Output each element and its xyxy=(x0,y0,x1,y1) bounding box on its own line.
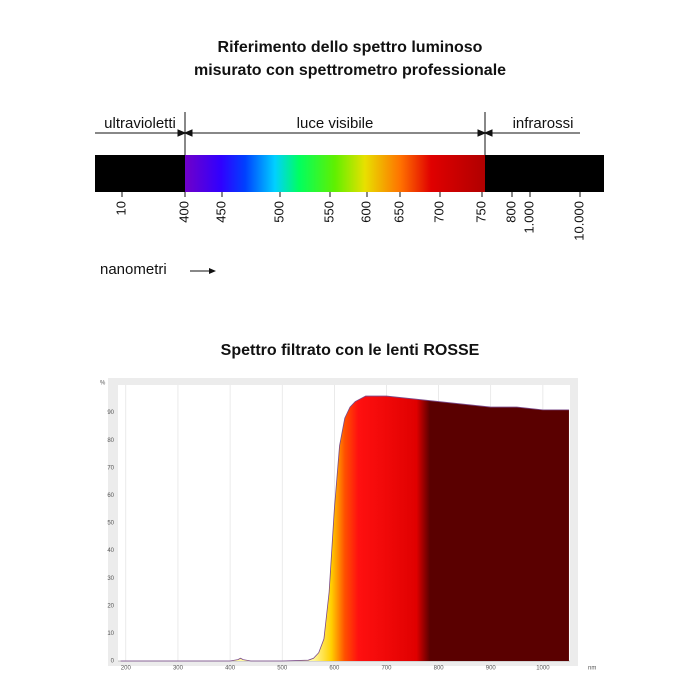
arrow-head xyxy=(177,129,187,137)
tick-label: 450 xyxy=(213,201,228,223)
y-tick-label: 20 xyxy=(107,603,114,609)
y-tick-label: 90 xyxy=(107,410,114,416)
tick-label: 550 xyxy=(321,201,336,223)
visible-band xyxy=(185,155,485,192)
line xyxy=(120,395,569,662)
x-tick-label: 300 xyxy=(173,666,184,672)
title-line: misurato con spettrometro professionale xyxy=(194,62,506,79)
y-tick-label: 30 xyxy=(107,576,114,582)
x-tick-label: 900 xyxy=(486,666,497,672)
x-tick-label: 500 xyxy=(277,666,288,672)
chart: 200 300 400 500 600 700 800 900 1000 0 10 20 30 40 50 6… xyxy=(107,385,570,672)
spectrum-diagram xyxy=(95,112,580,155)
tick-label: 700 xyxy=(431,201,446,223)
area xyxy=(120,396,569,661)
y-tick-label: 40 xyxy=(107,548,114,554)
tick-label: 10 xyxy=(113,201,128,215)
tick-label: 10.000 xyxy=(571,201,586,241)
y-tick-label: 80 xyxy=(107,438,114,444)
tick-label: 1.000 xyxy=(521,201,536,234)
unit-label: nanometri xyxy=(100,261,167,278)
x-axis-label: nm xyxy=(588,666,596,672)
tick-label: 800 xyxy=(503,201,518,223)
x-tick-label: 200 xyxy=(121,666,132,672)
chart-title: Spettro filtrato con le lenti ROSSE xyxy=(221,342,480,359)
x-tick-label: 700 xyxy=(381,666,392,672)
tick-label: 400 xyxy=(176,201,191,223)
x-tick-label: 1000 xyxy=(536,666,550,672)
tick-label: 600 xyxy=(358,201,373,223)
ir-band xyxy=(485,155,604,192)
title-line: Riferimento dello spettro luminoso xyxy=(218,39,483,56)
region-label: infrarossi xyxy=(513,115,574,132)
spectrum-ticks: 10 400 450 500 550 600 650 700 750 800 1.000 10.000 xyxy=(113,192,586,241)
y-tick-label: 0 xyxy=(111,659,115,665)
x-tick-label: 400 xyxy=(225,666,236,672)
uv-band xyxy=(95,155,185,192)
tick-label: 500 xyxy=(271,201,286,223)
x-tick-label: 600 xyxy=(329,666,340,672)
y-tick-label: 70 xyxy=(107,465,114,471)
arrow-head xyxy=(483,129,493,137)
tick-label: 750 xyxy=(473,201,488,223)
y-tick-label: 50 xyxy=(107,521,114,527)
region-label: ultravioletti xyxy=(104,115,176,132)
tick-label: 650 xyxy=(391,201,406,223)
arrow-head xyxy=(209,268,216,274)
y-axis-label: % xyxy=(100,381,106,387)
x-tick-label: 800 xyxy=(434,666,445,672)
region-label: luce visibile xyxy=(297,115,374,132)
y-tick-label: 10 xyxy=(107,631,114,637)
y-tick-label: 60 xyxy=(107,493,114,499)
arrow-head xyxy=(183,129,487,137)
